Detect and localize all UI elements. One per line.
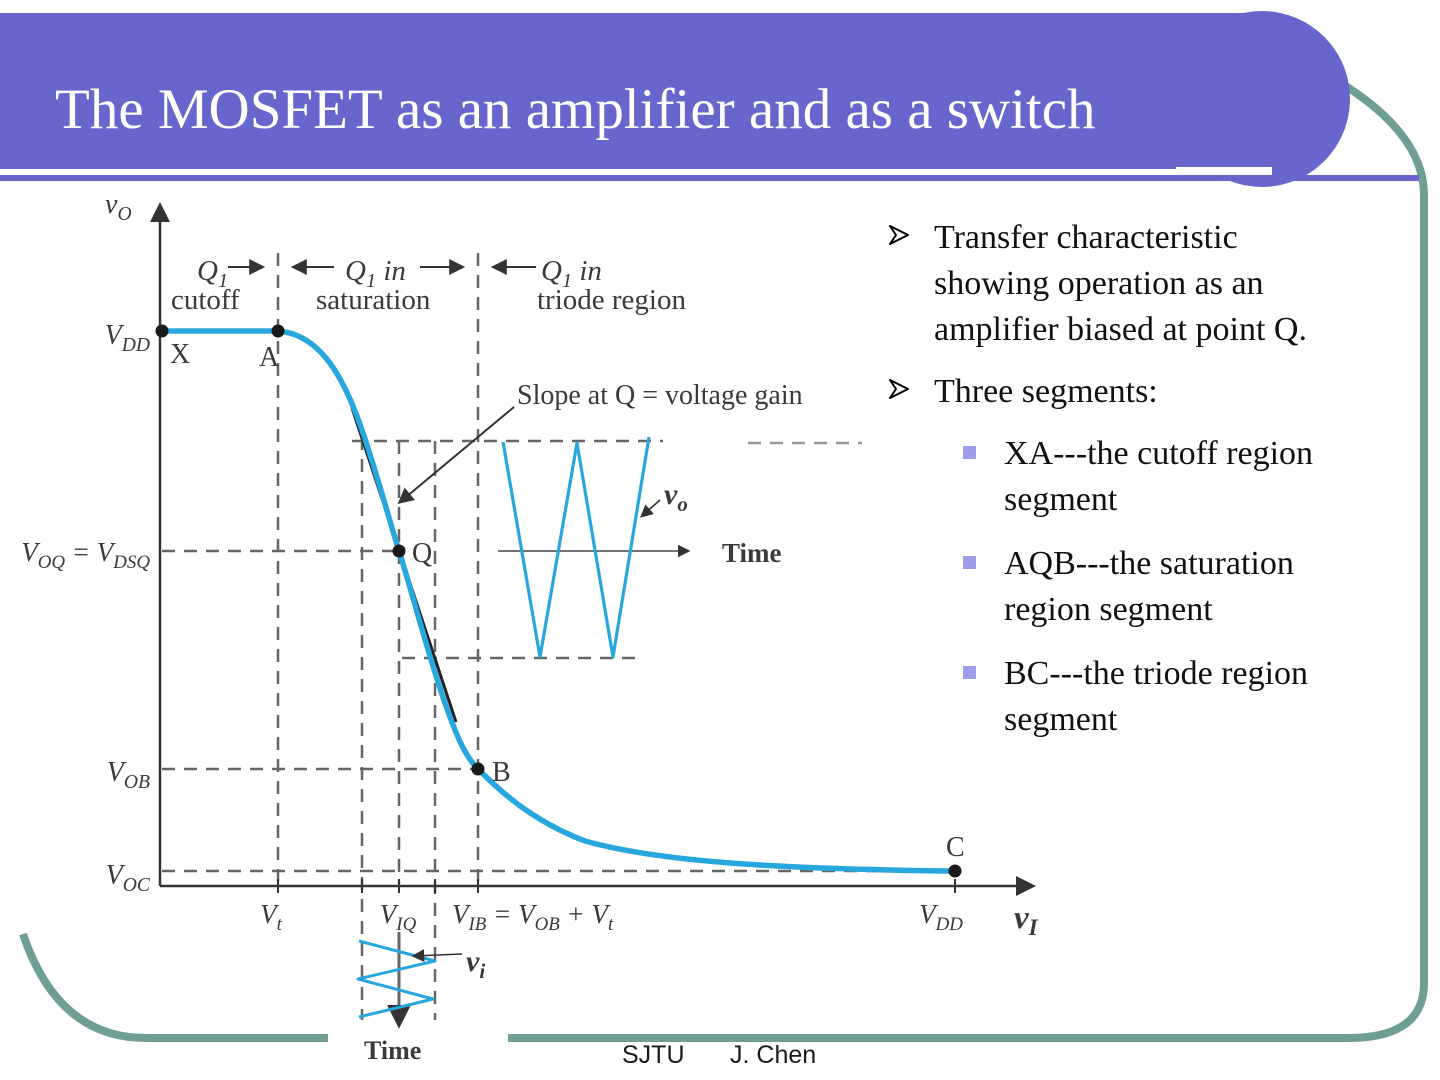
bullet-text: XA---the cutoff region segment — [1004, 435, 1314, 518]
x-axis-label: vI — [1014, 900, 1039, 940]
square-bullet-icon — [963, 446, 976, 459]
y-axis-label: vO — [105, 189, 132, 225]
input-time-label: Time — [364, 1036, 421, 1065]
list-item: Three segments: — [888, 369, 1428, 415]
footer-author: J. Chen — [730, 1041, 817, 1069]
footer-organization: SJTU — [622, 1041, 685, 1069]
square-bullet-icon — [963, 556, 976, 569]
label-vdd-x: VDD — [919, 899, 963, 935]
page-title: The MOSFET as an amplifier and as a swit… — [55, 78, 1096, 141]
input-wave-background — [328, 922, 508, 1047]
slope-arrow — [397, 406, 515, 505]
label-voc: VOC — [106, 860, 151, 896]
point-a-label: A — [259, 342, 280, 373]
list-item: BC---the triode region segment — [888, 651, 1428, 743]
label-voq: VOQ = VDSQ — [21, 537, 150, 573]
title-underline — [0, 175, 1419, 181]
point-dots — [155, 324, 962, 878]
x-axis-ticks — [277, 879, 956, 893]
bullet-text: Transfer characteristic showing operatio… — [934, 219, 1307, 348]
label-vt: Vt — [260, 899, 283, 935]
dashed-guides — [162, 253, 950, 1020]
list-item: AQB---the saturation region segment — [888, 541, 1428, 633]
point-q-label: Q — [412, 538, 432, 569]
square-bullet-icon — [963, 666, 976, 679]
transfer-characteristic-figure: vO VDD VOQ = VDSQ VOB VOC Vt VIQ VIB = V… — [21, 189, 1039, 1065]
bullet-list: Transfer characteristic showing operatio… — [888, 215, 1428, 761]
region-triode-top: Q1 in — [541, 255, 602, 292]
vo-label: vo — [664, 478, 688, 516]
label-vob: VOB — [107, 757, 150, 793]
transfer-curve — [159, 328, 956, 874]
region-saturation-bottom: saturation — [316, 284, 431, 316]
axes — [150, 202, 1036, 896]
title-bar-circle — [1174, 11, 1350, 187]
bullet-text: BC---the triode region segment — [1004, 655, 1309, 738]
input-waveform — [356, 939, 437, 1019]
title-bar-white-dash — [1176, 167, 1272, 177]
region-cutoff-top: Q1 — [197, 255, 228, 292]
arrow-bullet-icon — [889, 225, 909, 245]
label-vdd-y: VDD — [105, 320, 150, 356]
point-c-label: C — [946, 832, 965, 863]
output-time-label: Time — [722, 538, 782, 568]
label-vib: VIB = VOB + Vt — [452, 899, 614, 935]
point-x-label: X — [170, 339, 190, 370]
slope-note: Slope at Q = voltage gain — [517, 380, 803, 411]
vo-pointer-arrow — [640, 499, 661, 518]
vi-label: vi — [466, 945, 485, 983]
bullet-text: Three segments: — [934, 373, 1158, 410]
label-viq: VIQ — [380, 899, 417, 935]
region-triode-bottom: triode region — [537, 284, 686, 316]
bullet-text: AQB---the saturation region segment — [1004, 545, 1294, 628]
arrow-bullet-icon — [889, 379, 909, 399]
region-saturation-top: Q1 in — [345, 255, 406, 292]
point-b-label: B — [492, 757, 511, 788]
frame-border-path — [19, 79, 1428, 1042]
vi-pointer-arrow — [411, 949, 463, 962]
title-bar — [0, 13, 1272, 169]
list-item: XA---the cutoff region segment — [888, 431, 1428, 523]
list-item: Transfer characteristic showing operatio… — [888, 215, 1428, 353]
region-cutoff-bottom: cutoff — [171, 284, 240, 316]
output-waveform — [501, 436, 651, 659]
